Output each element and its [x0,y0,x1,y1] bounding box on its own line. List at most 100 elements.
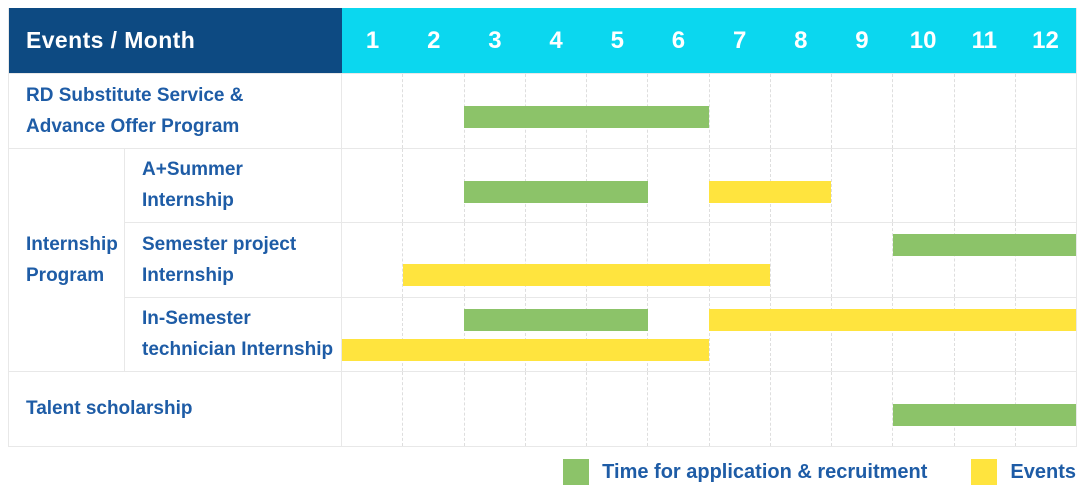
month-grid-cell [953,297,1015,371]
month-grid-cell [892,223,953,297]
month-grid-cell [586,372,647,446]
header-title: Events / Month [9,8,342,73]
row-label-line: technician Internship [142,339,334,361]
gantt-bar-yellow [403,264,771,286]
month-grid-cell [586,223,647,297]
gantt-row: RD Substitute Service & Advance Offer Pro… [9,73,1076,148]
month-grid-cell [402,74,463,148]
legend-label: Time for application & recruitment [602,460,928,483]
legend-label: Events [1010,460,1076,483]
month-grid-cell [524,223,586,297]
month-header-cell: 1 [365,26,380,54]
month-grid-cell [831,74,892,148]
month-header-cell: 9 [855,26,869,54]
row-label-line: In-Semester [142,308,251,330]
month-grid-cell [892,74,953,148]
month-grid-cell [463,148,525,222]
month-grid-cell [1014,148,1076,222]
gantt-bar-green [892,234,1076,256]
month-grid-cell [953,148,1015,222]
month-grid-cell [647,148,708,222]
month-grid-cell [342,223,402,297]
month-grid-cell [708,74,770,148]
row-chart-area [342,223,1076,297]
month-grid-cell [342,372,402,446]
month-grid-cell [586,297,647,371]
month-header: 1 2 3 4 5 6 7 8 9 10 11 12 [342,8,1076,73]
header-row: Events / Month 1 2 3 4 5 6 7 8 9 10 11 12 [9,8,1076,73]
gantt-row-group: Internship Program A+Summer Internship Semes… [9,147,1076,371]
month-grid-cell [831,297,892,371]
month-grid-cell [769,297,831,371]
row-label-line: A+Summer [142,159,243,181]
row-label-line: Internship [142,190,234,212]
row-label: In-Semester technician Internship [125,297,342,371]
legend-item: Time for application & recruitment [563,459,927,485]
row-label: Talent scholarship [9,372,342,446]
gantt-bar-green [464,308,648,331]
month-grid-cell [769,74,831,148]
row-label: RD Substitute Service & Advance Offer Pro… [9,74,342,148]
month-grid-cell [1014,223,1076,297]
month-header-cell: 11 [971,26,997,54]
month-grid-cell [1014,297,1076,371]
month-grid-cell [402,297,463,371]
gantt-bar-yellow [709,308,1076,331]
month-grid-cell [463,297,525,371]
gantt-bar-green [464,106,709,128]
row-chart-area [342,297,1076,371]
gantt-bar-yellow [709,180,832,203]
month-grid-cell [402,148,463,222]
gantt-table: Events / Month 1 2 3 4 5 6 7 8 9 10 11 12 RD Substi… [8,8,1077,447]
row-label: A+Summer Internship [125,148,342,222]
month-grid-cell [342,149,402,223]
group-rows: A+Summer Internship Semester project Intern… [125,148,1076,371]
month-header-cell: 2 [427,26,441,54]
gantt-bar-green [464,180,648,203]
month-grid-cell [524,372,586,446]
month-header-cell: 3 [488,26,502,54]
month-header-cell: 10 [909,26,937,54]
gantt-body: RD Substitute Service & Advance Offer Pro… [9,73,1076,446]
month-header-cell: 8 [794,26,808,54]
month-header-cell: 5 [610,26,624,54]
gantt-row: In-Semester technician Internship [125,296,1076,371]
month-header-cell: 7 [732,26,747,54]
row-label: Semester project Internship [125,223,342,297]
month-grid-cell [831,148,892,222]
month-grid-cell [342,74,402,148]
month-grid-cell [831,223,892,297]
gantt-row: Talent scholarship [9,371,1076,446]
row-chart-area [342,148,1076,223]
month-grid-cell [402,223,463,297]
row-label-line: Internship [26,233,118,255]
month-grid-cell [831,372,892,446]
row-chart-area [342,74,1076,148]
month-grid-cell [647,223,708,297]
legend-item: Events [971,459,1076,485]
month-grid-cell [463,74,525,148]
legend-swatch-green [563,459,590,485]
month-grid-cell [647,372,708,446]
month-grid-cell [708,297,770,371]
legend: Time for application & recruitment Events [563,459,1076,485]
month-header-cell: 4 [549,26,563,54]
month-grid-cell [769,372,831,446]
month-grid-cell [463,372,525,446]
month-grid-cell [892,297,953,371]
row-label-line: Advance Offer Program [26,115,240,137]
month-grid-cell [769,223,831,297]
month-grid-cell [402,372,463,446]
group-label: Internship Program [9,148,125,371]
gantt-row: Semester project Internship [125,222,1076,297]
month-grid-cell [463,223,525,297]
month-header-cell: 12 [1032,26,1059,54]
month-grid-cell [892,148,953,222]
row-label-line: Talent scholarship [26,398,193,420]
month-grid-cell [708,372,770,446]
month-grid-cell [647,297,708,371]
month-grid-cell [1014,74,1076,148]
month-grid-cell [953,74,1015,148]
row-label-line: Program [26,264,105,286]
